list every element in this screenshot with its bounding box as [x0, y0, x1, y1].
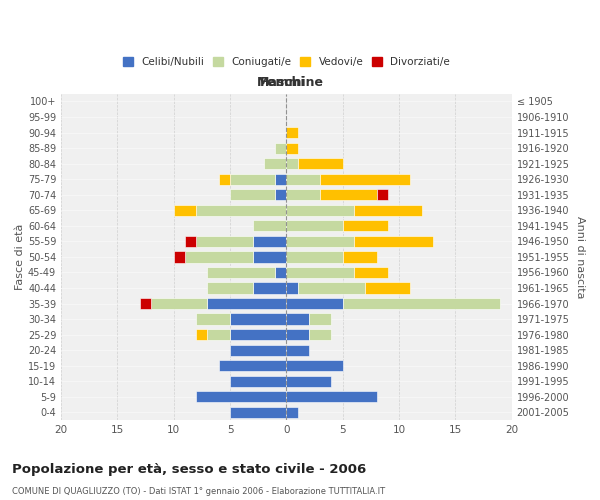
Bar — [320, 174, 410, 185]
Bar — [151, 298, 208, 309]
Bar — [173, 252, 185, 262]
Bar — [208, 282, 253, 294]
Bar — [286, 158, 298, 169]
Y-axis label: Fasce di età: Fasce di età — [15, 224, 25, 290]
Bar — [343, 252, 377, 262]
Y-axis label: Anni di nascita: Anni di nascita — [575, 216, 585, 298]
Bar — [185, 236, 196, 247]
Text: Femmine: Femmine — [260, 76, 324, 89]
Bar — [253, 282, 286, 294]
Bar — [230, 407, 286, 418]
Bar — [309, 314, 331, 324]
Bar — [275, 142, 286, 154]
Bar — [286, 407, 298, 418]
Bar — [185, 252, 253, 262]
Bar — [286, 391, 377, 402]
Bar — [196, 314, 230, 324]
Legend: Celibi/Nubili, Coniugati/e, Vedovi/e, Divorziati/e: Celibi/Nubili, Coniugati/e, Vedovi/e, Di… — [119, 53, 454, 72]
Bar — [253, 220, 286, 232]
Bar — [309, 329, 331, 340]
Text: COMUNE DI QUAGLIUZZO (TO) - Dati ISTAT 1° gennaio 2006 - Elaborazione TUTTITALIA: COMUNE DI QUAGLIUZZO (TO) - Dati ISTAT 1… — [12, 488, 385, 496]
Text: Maschi: Maschi — [256, 76, 305, 89]
Bar — [286, 127, 298, 138]
Bar — [208, 298, 286, 309]
Bar — [320, 189, 377, 200]
Bar — [354, 236, 433, 247]
Bar — [365, 282, 410, 294]
Bar — [286, 174, 320, 185]
Bar — [286, 236, 354, 247]
Bar — [286, 267, 354, 278]
Bar — [354, 204, 422, 216]
Bar — [286, 142, 298, 154]
Bar — [298, 158, 343, 169]
Bar — [253, 236, 286, 247]
Bar — [275, 189, 286, 200]
Bar — [196, 391, 286, 402]
Bar — [275, 267, 286, 278]
Bar — [286, 298, 343, 309]
Bar — [196, 329, 208, 340]
Bar — [219, 360, 286, 372]
Bar — [286, 360, 343, 372]
Bar — [208, 267, 275, 278]
Bar — [286, 204, 354, 216]
Bar — [286, 189, 320, 200]
Bar — [230, 174, 275, 185]
Bar — [140, 298, 151, 309]
Bar — [298, 282, 365, 294]
Bar — [253, 252, 286, 262]
Bar — [343, 298, 500, 309]
Bar — [354, 267, 388, 278]
Bar — [286, 329, 309, 340]
Bar — [264, 158, 286, 169]
Bar — [230, 314, 286, 324]
Bar — [377, 189, 388, 200]
Bar — [286, 282, 298, 294]
Bar — [230, 344, 286, 356]
Bar — [286, 314, 309, 324]
Bar — [173, 204, 196, 216]
Bar — [286, 220, 343, 232]
Bar — [219, 174, 230, 185]
Bar — [286, 252, 343, 262]
Text: Popolazione per età, sesso e stato civile - 2006: Popolazione per età, sesso e stato civil… — [12, 462, 366, 475]
Bar — [286, 344, 309, 356]
Bar — [286, 376, 331, 387]
Bar — [230, 376, 286, 387]
Bar — [275, 174, 286, 185]
Bar — [208, 329, 230, 340]
Bar — [343, 220, 388, 232]
Bar — [230, 189, 275, 200]
Bar — [230, 329, 286, 340]
Bar — [196, 236, 253, 247]
Bar — [196, 204, 286, 216]
